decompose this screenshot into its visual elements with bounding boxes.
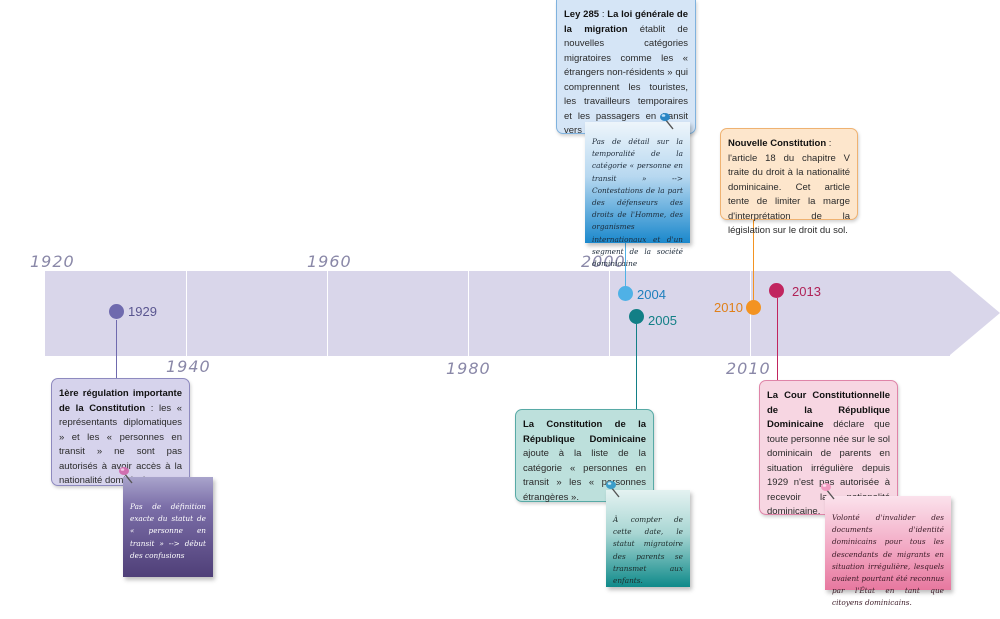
event-card-2010: Nouvelle Constitution : l'article 18 du c…	[720, 128, 858, 236]
timeline-divider	[327, 271, 328, 356]
push-pin-icon	[119, 467, 133, 484]
marker-2010	[746, 300, 761, 315]
timeline-divider	[609, 271, 610, 356]
event-card-text: l'article 18 du chapitre V traite du dro…	[728, 152, 850, 237]
push-pin-icon	[606, 481, 620, 498]
sticky-note-2005: À compter de cette date, le statut migra…	[606, 490, 690, 587]
connector-2010	[753, 220, 754, 300]
sticky-note-2004: Pas de détail sur la temporalité de la c…	[585, 122, 690, 268]
event-card-title: 1ère régulation importante de la Constit…	[59, 388, 182, 414]
connector-2004	[625, 240, 626, 288]
decade-label: 1940	[166, 357, 211, 376]
push-pin-icon	[821, 483, 835, 500]
sticky-note-text: Pas de définition exacte du statut de « …	[130, 502, 206, 560]
year-label-2004: 2004	[637, 287, 666, 302]
timeline-arrow-head	[950, 271, 1000, 355]
event-card-title: Nouvelle Constitution	[728, 138, 827, 149]
sticky-note-1929: Pas de définition exacte du statut de « …	[123, 477, 213, 577]
marker-2005	[629, 309, 644, 324]
event-card-title: La Cour Constitutionnelle de la Républiq…	[767, 390, 890, 430]
year-label-1929: 1929	[128, 304, 157, 319]
year-label-2010: 2010	[714, 300, 743, 315]
event-card-title: Ley 285	[564, 9, 600, 20]
sticky-note-text: À compter de cette date, le statut migra…	[613, 515, 683, 586]
connector-2005	[636, 324, 637, 410]
decade-label: 2000	[581, 252, 626, 271]
marker-1929	[109, 304, 124, 319]
decade-label: 1980	[446, 359, 491, 378]
event-card-1929: 1ère régulation importante de la Constit…	[51, 378, 190, 486]
event-card-text: ajoute à la liste de la catégorie « pers…	[523, 448, 646, 503]
event-card-2005: La Constitution de la République Dominic…	[515, 409, 654, 503]
marker-2004	[618, 286, 633, 301]
connector-1929	[116, 320, 117, 378]
sticky-note-text: Volonté d'invalider des documents d'iden…	[832, 513, 944, 608]
decade-label: 2010	[726, 359, 771, 378]
decade-label: 1960	[307, 252, 352, 271]
decade-label: 1920	[30, 252, 75, 271]
year-label-2013: 2013	[792, 284, 821, 299]
sticky-note-2013: Volonté d'invalider des documents d'iden…	[825, 496, 951, 607]
year-label-2005: 2005	[648, 313, 677, 328]
connector-2013	[777, 298, 778, 380]
push-pin-icon	[660, 113, 674, 130]
event-card-title: La Constitution de la République Dominic…	[523, 419, 646, 445]
timeline-divider	[468, 271, 469, 356]
timeline-divider	[186, 271, 187, 356]
sticky-note-text: Pas de détail sur la temporalité de la c…	[592, 137, 683, 269]
event-card-text: : les « représentants diplomatiques » et…	[59, 402, 182, 487]
event-card-subtitle: La loi générale de la migration	[564, 9, 689, 35]
marker-2013	[769, 283, 784, 298]
timeline-band	[45, 271, 950, 356]
